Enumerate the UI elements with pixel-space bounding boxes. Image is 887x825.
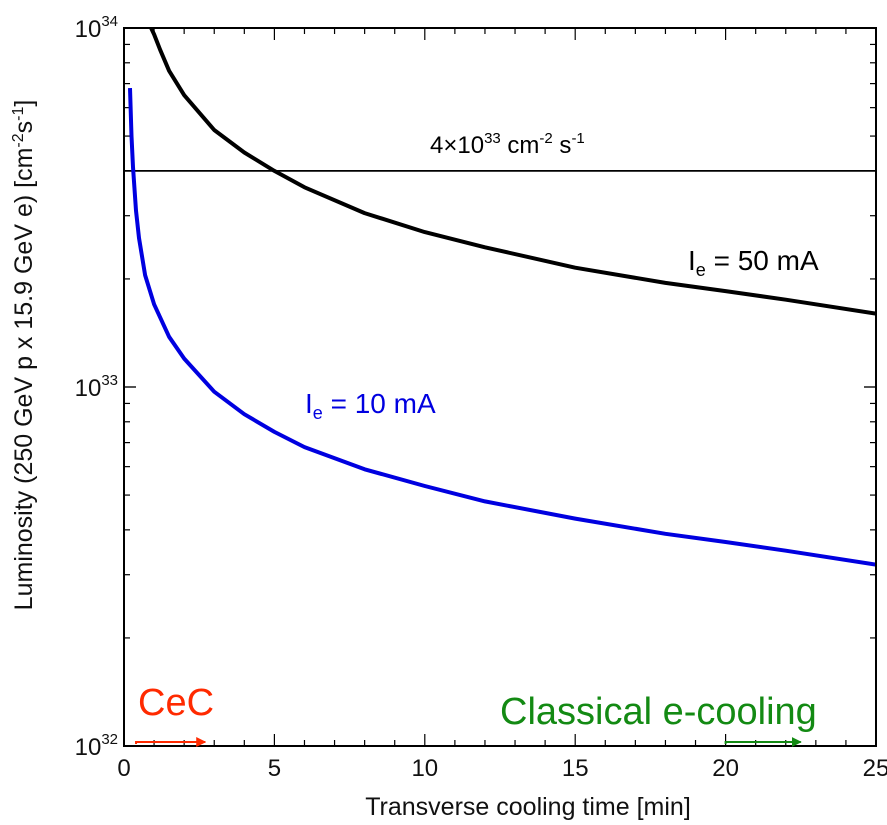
y-tick-label: 1033 (75, 372, 118, 402)
series-label-50ma: Ie = 50 mA (688, 245, 819, 280)
data-curves (124, 28, 876, 567)
x-tick-label: 0 (117, 755, 130, 782)
cec-annotation: CeC (138, 682, 214, 724)
x-tick-label: 25 (863, 755, 887, 782)
x-tick-label: 20 (712, 755, 739, 782)
reference-line-label: 4×1033 cm-2 s-1 (430, 130, 585, 159)
x-tick-label: 15 (562, 755, 589, 782)
y-tick-label: 1034 (75, 13, 118, 43)
series-line-50ma (149, 28, 876, 316)
x-tick-label: 5 (268, 755, 281, 782)
series-line-10ma (128, 88, 876, 567)
classical-cooling-annotation: Classical e-cooling (500, 691, 817, 733)
y-axis-title: Luminosity (250 GeV p x 15.9 GeV e) [cm-… (10, 100, 38, 611)
plot-frame (123, 27, 877, 747)
annotation-arrows (135, 737, 802, 747)
cec-arrow (135, 737, 207, 747)
classical-cooling-arrow (724, 737, 802, 747)
tick-labels: 0 5 10 15 20 25 1032 1033 1034 (75, 13, 887, 782)
y-tick-label: 1032 (75, 731, 118, 761)
x-axis-title: Transverse cooling time [min] (365, 793, 691, 821)
series-label-10ma: Ie = 10 mA (305, 388, 436, 423)
x-tick-label: 10 (411, 755, 438, 782)
